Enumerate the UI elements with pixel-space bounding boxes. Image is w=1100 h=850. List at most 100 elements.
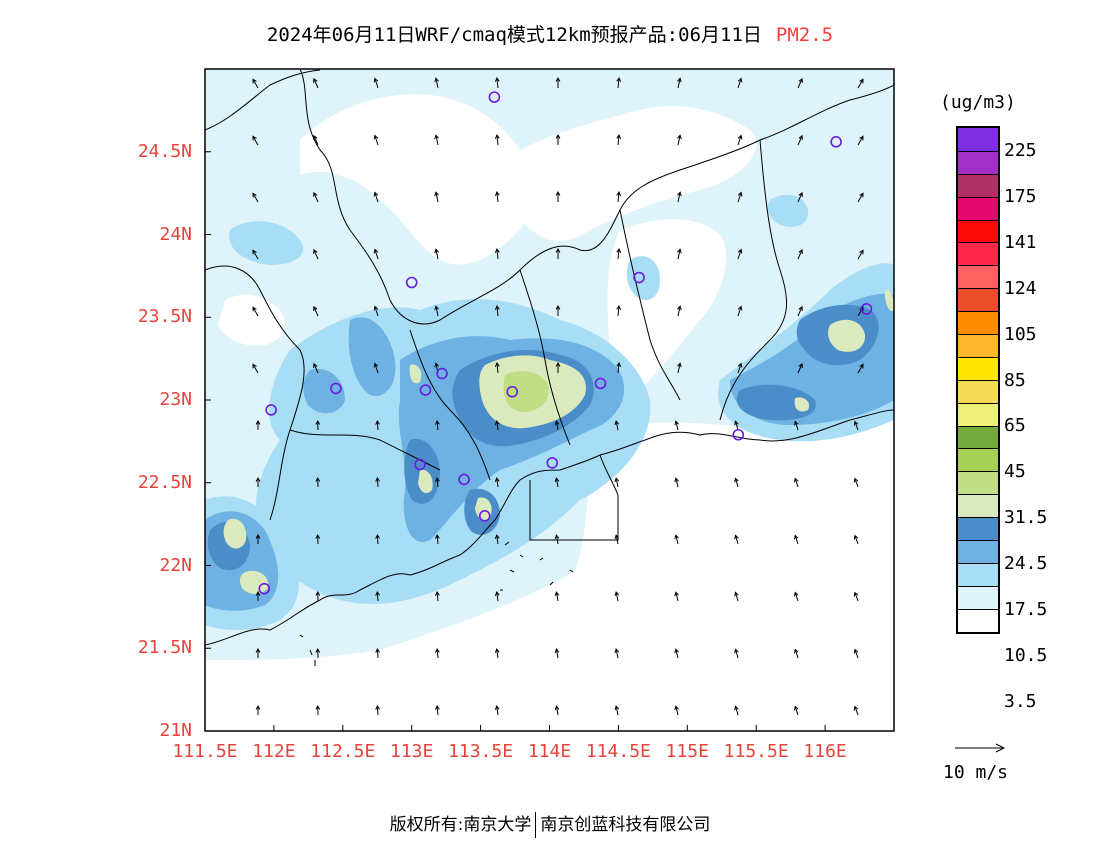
wind-arrow-head xyxy=(313,134,318,140)
wind-arrow-head xyxy=(315,419,321,425)
wind-arrow xyxy=(615,535,619,545)
wind-arrow xyxy=(374,249,379,260)
wind-arrow-head xyxy=(734,420,739,426)
wind-arrow-head xyxy=(616,77,622,82)
wind-arrow-head xyxy=(252,78,257,84)
colorbar-label: 3.5 xyxy=(1004,690,1037,712)
boundaries xyxy=(205,69,894,666)
latitude-label: 21.5N xyxy=(137,637,192,659)
station-marker xyxy=(594,377,607,390)
wind-arrow xyxy=(797,363,803,374)
wind-vectors xyxy=(252,76,864,716)
colorbar-label: 141 xyxy=(1004,231,1037,253)
wind-arrow-head xyxy=(674,648,679,654)
colorbar-label: 45 xyxy=(1004,461,1026,483)
wind-arrow-head xyxy=(554,477,560,483)
colorbar-cell xyxy=(958,448,998,472)
wind-arrow-head xyxy=(434,362,439,368)
wind-arrow xyxy=(496,592,499,602)
wind-arrow-head xyxy=(313,77,318,83)
wind-arrow-head xyxy=(375,647,380,653)
wind-arrow-head xyxy=(555,76,561,82)
wind-arrow-head xyxy=(614,477,620,483)
wind-arrow xyxy=(496,192,499,203)
longitude-label: 114E xyxy=(527,741,572,762)
wind-arrow xyxy=(677,363,681,374)
wind-arrow-head xyxy=(435,648,440,653)
wind-arrow xyxy=(794,592,799,602)
latitude-label: 22N xyxy=(159,554,192,576)
wind-arrow xyxy=(735,706,739,716)
wind-arrow-head xyxy=(554,534,560,540)
colorbar-label: 24.5 xyxy=(1004,553,1048,575)
wind-arrow xyxy=(675,535,679,545)
wind-arrow xyxy=(797,306,803,317)
colorbar-cell xyxy=(958,517,998,541)
wind-arrow-head xyxy=(555,190,561,196)
wind-arrow xyxy=(252,193,259,203)
wind-arrow-head xyxy=(853,591,859,597)
wind-arrow xyxy=(555,592,559,602)
wind-arrow-head xyxy=(793,477,799,483)
wind-arrow xyxy=(252,136,259,146)
wind-arrow xyxy=(615,478,619,488)
wind-arrow xyxy=(737,363,742,374)
colorbar-label: 17.5 xyxy=(1004,599,1048,620)
unit-label: (ug/m3) xyxy=(940,92,1016,113)
colorbar-cell xyxy=(958,425,998,449)
wind-arrow-head xyxy=(737,77,743,83)
latitude-label: 24.5N xyxy=(137,140,192,162)
wind-arrow-head xyxy=(677,191,682,197)
wind-arrow-head xyxy=(554,705,560,711)
colorbar-label: 175 xyxy=(1004,185,1037,207)
wind-arrow xyxy=(374,363,379,374)
wind-arrow xyxy=(436,534,439,545)
longitude-label: 115.5E xyxy=(723,741,789,762)
wind-arrow-head xyxy=(853,534,859,540)
wind-arrow xyxy=(252,79,259,89)
wind-arrow-head xyxy=(375,533,380,539)
wind-arrow xyxy=(675,706,679,716)
wind-arrow-head xyxy=(798,305,803,311)
wind-scale-arrow xyxy=(955,743,1006,753)
wind-arrow xyxy=(617,78,620,89)
colorbar-label: 225 xyxy=(1004,140,1037,161)
wind-arrow xyxy=(313,249,319,260)
wind-arrow-head xyxy=(677,77,682,83)
colorbar-cell xyxy=(958,494,998,518)
wind-arrow xyxy=(677,192,681,203)
wind-arrow-head xyxy=(255,647,261,653)
colorbar-cell xyxy=(958,196,998,220)
wind-arrow-head xyxy=(614,648,620,654)
wind-arrow-head xyxy=(375,476,380,482)
wind-arrow-head xyxy=(435,420,440,425)
wind-arrow xyxy=(376,477,379,488)
wind-arrow xyxy=(496,306,499,317)
wind-arrow xyxy=(555,478,559,488)
wind-arrow-head xyxy=(434,191,439,197)
wind-arrow-head xyxy=(614,534,620,540)
wind-arrow xyxy=(677,306,681,317)
wind-arrow-head xyxy=(435,705,440,710)
wind-arrow xyxy=(794,421,799,431)
latitude-label: 23N xyxy=(159,389,192,410)
wind-arrow-head xyxy=(798,191,803,197)
wind-arrow-head xyxy=(315,704,321,710)
wind-arrow xyxy=(496,78,499,89)
wind-arrow-head xyxy=(674,705,679,711)
wind-arrow-head xyxy=(494,705,500,711)
wind-arrow xyxy=(313,363,319,374)
station-marker xyxy=(506,385,519,398)
colorbar-label: 10.5 xyxy=(1004,644,1048,666)
wind-arrow-head xyxy=(252,249,257,255)
wind-arrow xyxy=(857,250,864,260)
colorbar-cell xyxy=(958,128,998,151)
wind-arrow xyxy=(794,535,799,545)
station-marker xyxy=(546,457,559,469)
wind-arrow xyxy=(794,649,799,659)
wind-arrow xyxy=(797,78,803,89)
wind-arrow xyxy=(436,477,439,488)
wind-arrow xyxy=(555,535,559,545)
latitude-label: 22.5N xyxy=(137,471,192,493)
wind-arrow-head xyxy=(375,419,380,425)
